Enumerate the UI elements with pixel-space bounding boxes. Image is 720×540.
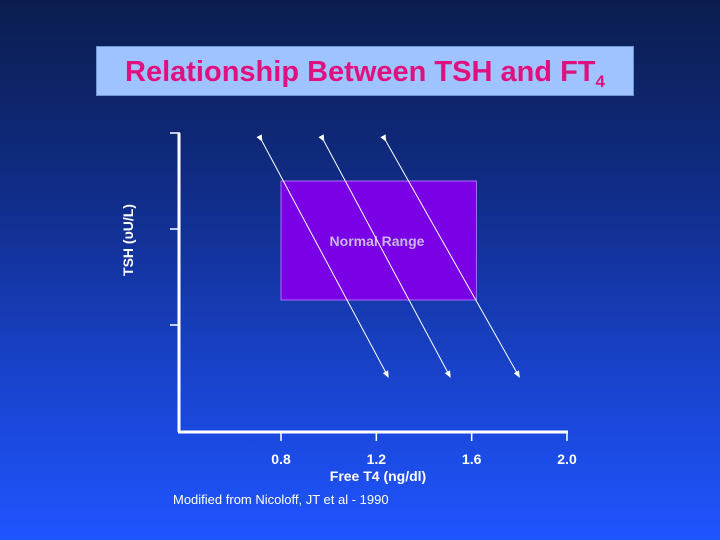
x-axis-label: Free T4 (ng/dl) [330,468,426,484]
x-tick-label: 2.0 [557,451,577,467]
slide-title-subscript: 4 [595,72,605,91]
slide-title-text: Relationship Between TSH and FT [125,56,596,88]
y-axis-label: TSH (υU/L) [120,204,136,276]
source-credit: Modified from Nicoloff, JT et al - 1990 [173,492,389,507]
x-tick-label: 1.2 [367,451,387,467]
x-tick-label: 0.8 [271,451,291,467]
arrows-group [256,134,520,378]
slide-title: Relationship Between TSH and FT4 [96,46,634,96]
tsh-ft4-arrow [380,134,520,378]
x-tick-label: 1.6 [462,451,482,467]
x-ticks-group: 0.8 1.2 1.6 2.0 [271,432,577,467]
